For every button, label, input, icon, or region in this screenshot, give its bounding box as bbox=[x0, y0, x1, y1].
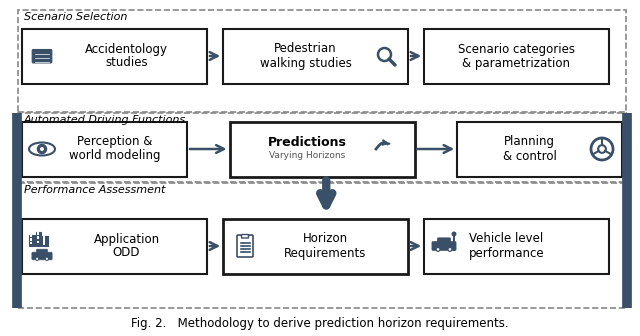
Text: studies: studies bbox=[105, 56, 148, 70]
Text: Planning: Planning bbox=[504, 135, 555, 149]
Text: performance: performance bbox=[468, 247, 544, 259]
Text: Automated Driving Functions: Automated Driving Functions bbox=[24, 115, 186, 125]
Bar bbox=[42, 237, 47, 246]
Circle shape bbox=[449, 248, 451, 251]
Circle shape bbox=[436, 248, 439, 251]
Circle shape bbox=[447, 247, 452, 252]
Bar bbox=[18, 183, 626, 308]
Bar bbox=[36, 241, 39, 243]
Bar bbox=[230, 122, 415, 176]
Bar bbox=[36, 232, 41, 246]
Bar bbox=[18, 113, 626, 182]
Text: walking studies: walking studies bbox=[260, 56, 351, 70]
Text: Application: Application bbox=[93, 233, 159, 246]
FancyBboxPatch shape bbox=[241, 235, 248, 238]
FancyBboxPatch shape bbox=[32, 49, 52, 54]
Bar bbox=[36, 236, 39, 239]
Bar bbox=[457, 122, 622, 176]
FancyBboxPatch shape bbox=[438, 238, 451, 244]
Text: Fig. 2.   Methodology to derive prediction horizon requirements.: Fig. 2. Methodology to derive prediction… bbox=[131, 318, 509, 331]
Bar bbox=[424, 218, 609, 274]
Circle shape bbox=[451, 232, 456, 237]
FancyBboxPatch shape bbox=[32, 54, 52, 59]
Text: Accidentology: Accidentology bbox=[85, 42, 168, 55]
Text: ODD: ODD bbox=[113, 247, 140, 259]
Text: & control: & control bbox=[502, 150, 556, 163]
Text: Requirements: Requirements bbox=[284, 247, 367, 259]
Text: Horizon: Horizon bbox=[303, 233, 348, 246]
Circle shape bbox=[46, 258, 48, 260]
Circle shape bbox=[45, 257, 49, 261]
Text: Performance Assessment: Performance Assessment bbox=[24, 185, 165, 195]
Text: Vehicle level: Vehicle level bbox=[469, 233, 543, 246]
Text: world modeling: world modeling bbox=[68, 150, 160, 163]
Bar bbox=[43, 242, 45, 245]
FancyBboxPatch shape bbox=[32, 252, 52, 260]
Text: Pedestrian: Pedestrian bbox=[274, 42, 337, 55]
FancyBboxPatch shape bbox=[432, 242, 456, 250]
Bar bbox=[30, 238, 33, 241]
Text: Scenario categories: Scenario categories bbox=[458, 42, 575, 55]
Circle shape bbox=[435, 247, 440, 252]
Text: Predictions: Predictions bbox=[268, 135, 346, 149]
Bar bbox=[30, 235, 33, 238]
Bar bbox=[223, 218, 408, 274]
Bar bbox=[43, 239, 45, 242]
Bar bbox=[424, 29, 609, 84]
Text: Perception &: Perception & bbox=[77, 135, 152, 149]
FancyBboxPatch shape bbox=[32, 58, 52, 63]
Text: Varying Horizons: Varying Horizons bbox=[269, 152, 345, 161]
Bar bbox=[36, 232, 39, 235]
FancyBboxPatch shape bbox=[36, 249, 47, 254]
Circle shape bbox=[38, 144, 47, 154]
Bar bbox=[22, 29, 207, 84]
Text: & parametrization: & parametrization bbox=[463, 56, 570, 70]
Bar bbox=[18, 10, 626, 112]
Bar bbox=[22, 218, 207, 274]
Circle shape bbox=[40, 147, 44, 151]
Bar bbox=[22, 122, 187, 176]
Bar bbox=[223, 29, 408, 84]
Circle shape bbox=[36, 258, 38, 260]
Bar bbox=[43, 236, 45, 239]
Bar bbox=[29, 235, 35, 246]
Text: Scenario Selection: Scenario Selection bbox=[24, 12, 127, 22]
Circle shape bbox=[35, 257, 39, 261]
Bar bbox=[30, 242, 33, 244]
